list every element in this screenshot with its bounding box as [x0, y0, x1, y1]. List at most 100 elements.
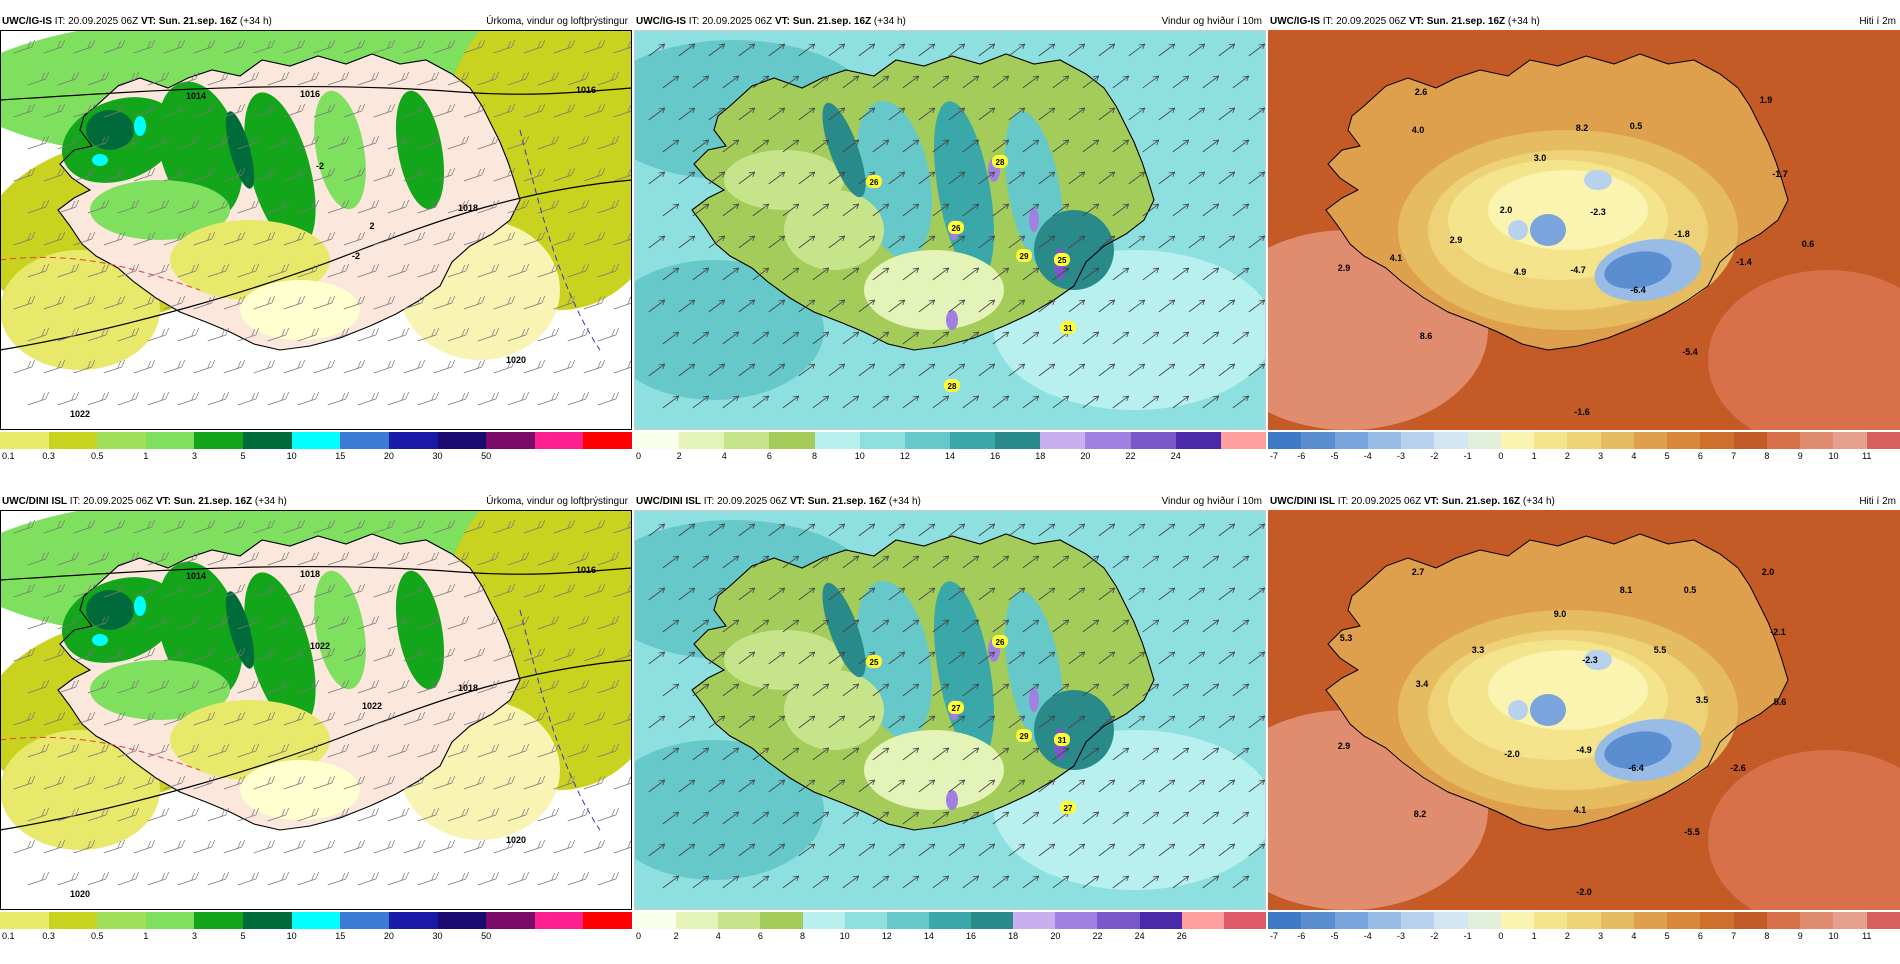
panel-header: UWC/DINI ISL IT: 20.09.2025 06Z VT: Sun.…: [634, 494, 1266, 510]
colorbar-swatch: [1867, 432, 1900, 449]
lead-time: (+34 h): [889, 496, 921, 507]
colorbar-tick-label: 0.5: [91, 451, 104, 461]
map-value-label: 1018: [300, 569, 320, 579]
valid-time: VT: Sun. 21.sep. 16Z: [1409, 16, 1505, 27]
map-value-label: -2.3: [1590, 207, 1606, 217]
map-value-label: -1.4: [1736, 257, 1752, 267]
colorbar-swatch: [1401, 912, 1435, 929]
colorbar-tick-label: 7: [1731, 931, 1736, 941]
map-value-label: 25: [870, 658, 879, 667]
map-value-label: 2.0: [1762, 567, 1775, 577]
colorbar-swatch: [1833, 912, 1867, 929]
colorbar-swatch: [1501, 912, 1535, 929]
colorbar-tick-label: 0.1: [2, 931, 15, 941]
colorbar-tick-label: 2: [1565, 451, 1570, 461]
map-value-label: -6.4: [1630, 285, 1646, 295]
colorbar-tick-label: 14: [924, 931, 934, 941]
colorbar-swatch: [860, 432, 906, 449]
map-value-label: 29: [1020, 732, 1029, 741]
map-value-label: 1.9: [1760, 95, 1773, 105]
colorbar-swatch: [340, 912, 389, 929]
map-value-label: 2: [369, 221, 374, 231]
colorbar-tick-label: 20: [384, 451, 394, 461]
colorbar-tick-label: 6: [1698, 931, 1703, 941]
map-value-label: 8.2: [1414, 809, 1427, 819]
model-name: UWC/IG-IS: [1270, 16, 1320, 27]
model-name: UWC/IG-IS: [636, 16, 686, 27]
colorbar-swatch: [634, 432, 680, 449]
colorbar-tick-label: 2: [1565, 931, 1570, 941]
colorbar-tick-label: 22: [1126, 451, 1136, 461]
map-value-label: 27: [1064, 804, 1073, 813]
colorbar-swatch: [1501, 432, 1535, 449]
lead-time: (+34 h): [1508, 16, 1540, 27]
colorbar-swatch: [929, 912, 972, 929]
lead-time: (+34 h): [255, 496, 287, 507]
colorbar-swatch: [1734, 432, 1768, 449]
colorbar-tick-label: 11: [1862, 931, 1871, 941]
colorbar-swatch: [1767, 912, 1801, 929]
map-value-label: 1020: [70, 889, 90, 899]
colorbar-tick-label: 2: [674, 931, 679, 941]
colorbar-swatch: [1601, 432, 1635, 449]
colorbar-tick-label: 0: [636, 451, 641, 461]
colorbar-swatch: [583, 432, 632, 449]
map-value-label: 26: [952, 224, 961, 233]
colorbar-tick-label: 16: [990, 451, 1000, 461]
colorbar-tick-label: 6: [1698, 451, 1703, 461]
colorbar-swatch: [1085, 432, 1131, 449]
temperature-field: [1398, 610, 1738, 810]
colorbar-tick-label: 4: [1631, 451, 1636, 461]
colorbar-tick-label: 0.3: [42, 931, 55, 941]
parameter-title: Hiti í 2m: [1859, 14, 1896, 30]
colorbar-tick-label: 6: [758, 931, 763, 941]
colorbar-tick-label: 24: [1171, 451, 1181, 461]
colorbar-tick-label: 50: [481, 451, 491, 461]
colorbar-tick-label: 10: [855, 451, 865, 461]
colorbar-swatch: [676, 912, 719, 929]
colorbar-tick-label: 0: [1498, 451, 1503, 461]
colorbar-swatch: [769, 432, 815, 449]
colorbar-tick-label: 0.5: [91, 931, 104, 941]
colorbar-swatch: [1667, 432, 1701, 449]
colorbar-tick-label: 22: [1092, 931, 1102, 941]
map-value-label: 31: [1058, 736, 1067, 745]
valid-time: VT: Sun. 21.sep. 16Z: [156, 496, 252, 507]
colorbar-swatch: [340, 432, 389, 449]
map-value-label: 28: [996, 158, 1005, 167]
colorbar-tick-label: 1: [143, 931, 148, 941]
map-value-label: 5.6: [1774, 697, 1787, 707]
colorbar-swatch: [1040, 432, 1086, 449]
colorbar-tick-label: 6: [767, 451, 772, 461]
colorbar-swatch: [1667, 912, 1701, 929]
parameter-title: Úrkoma, vindur og loftþrýstingur: [486, 494, 628, 510]
colorbar-swatch: [1221, 432, 1266, 449]
map-value-label: 1020: [506, 835, 526, 845]
colorbar-swatch: [1140, 912, 1183, 929]
colorbar-tick-label: -6: [1297, 451, 1305, 461]
colorbar-tick-label: 0: [1498, 931, 1503, 941]
colorbar-tick-label: 3: [192, 931, 197, 941]
colorbar-swatch: [724, 432, 770, 449]
colorbar-tick-label: 9: [1798, 931, 1803, 941]
map-value-label: -5.4: [1682, 347, 1698, 357]
colorbar-tick-label: -1: [1464, 931, 1472, 941]
parameter-title: Vindur og hviður í 10m: [1162, 494, 1262, 510]
precip-panel-top: UWC/IG-IS IT: 20.09.2025 06Z VT: Sun. 21…: [0, 14, 632, 484]
issue-time: IT: 20.09.2025 06Z: [1338, 496, 1421, 507]
map-value-label: 1016: [300, 89, 320, 99]
issue-time: IT: 20.09.2025 06Z: [1323, 16, 1406, 27]
colorbar-tick-label: 50: [481, 931, 491, 941]
colorbar-swatch: [1335, 912, 1369, 929]
colorbar-tick-label: 5: [1665, 451, 1670, 461]
map-value-label: 3.5: [1696, 695, 1709, 705]
colorbar-swatch: [49, 432, 98, 449]
colorbar-swatch: [292, 432, 341, 449]
colorbar-tick-label: -2: [1430, 451, 1438, 461]
